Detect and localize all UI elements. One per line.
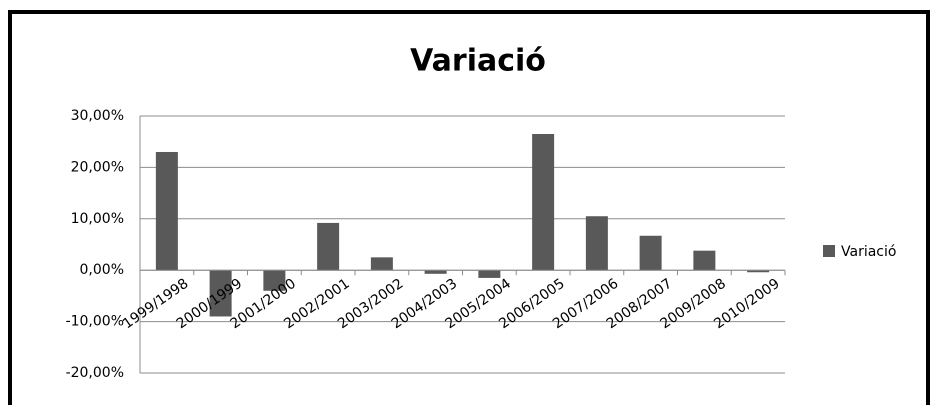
y-tick-label: -10,00% bbox=[66, 314, 124, 330]
chart-title: Variació bbox=[410, 44, 546, 79]
bar bbox=[317, 222, 340, 271]
bar bbox=[209, 270, 232, 317]
bar bbox=[424, 270, 447, 274]
bar bbox=[585, 216, 608, 271]
bar bbox=[370, 257, 393, 271]
y-tick-label: -20,00% bbox=[66, 365, 124, 381]
bar bbox=[478, 270, 501, 278]
bar bbox=[693, 250, 716, 271]
bar bbox=[639, 235, 662, 271]
y-tick-label: 0,00% bbox=[80, 262, 124, 278]
bar bbox=[155, 151, 178, 271]
y-tick-label: 20,00% bbox=[71, 159, 124, 175]
y-tick-label: 10,00% bbox=[71, 211, 124, 227]
bar bbox=[263, 270, 286, 291]
bar bbox=[747, 270, 770, 273]
bar bbox=[532, 133, 555, 271]
legend-label: Variació bbox=[841, 244, 896, 260]
y-tick-label: 30,00% bbox=[71, 108, 124, 124]
legend-swatch bbox=[823, 245, 835, 257]
